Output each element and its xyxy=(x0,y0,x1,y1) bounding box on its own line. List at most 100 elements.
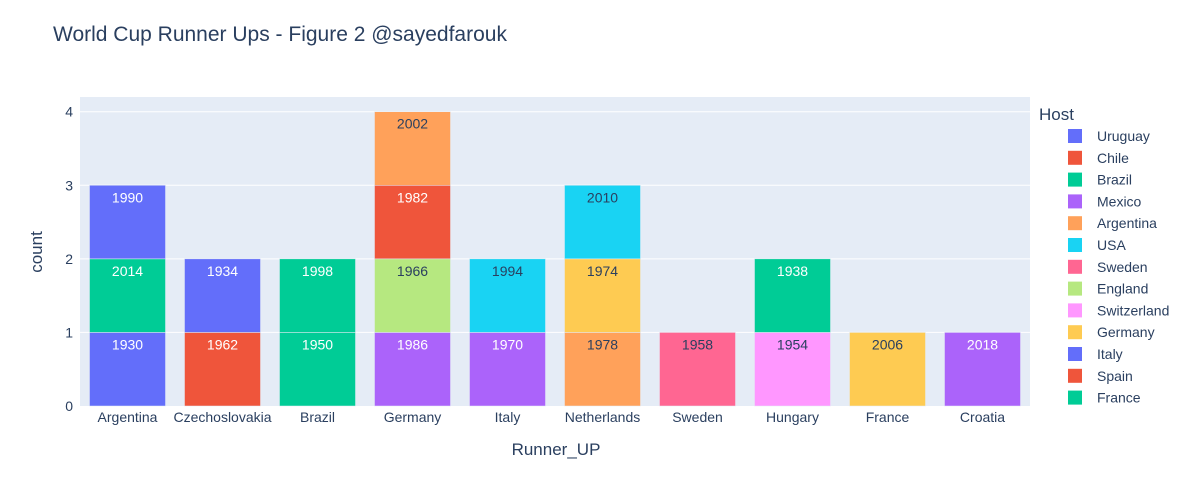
y-tick-label: 1 xyxy=(65,324,73,340)
x-tick-label: Sweden xyxy=(672,409,723,425)
bar-label: 1962 xyxy=(207,336,238,352)
bar-segment[interactable] xyxy=(564,332,641,407)
y-tick-label: 3 xyxy=(65,177,73,193)
bar-segment[interactable] xyxy=(184,332,261,407)
legend-swatch xyxy=(1068,129,1082,143)
legend-label: Italy xyxy=(1097,346,1123,362)
bar-label: 1958 xyxy=(682,336,713,352)
bar-label: 2018 xyxy=(967,336,998,352)
legend[interactable]: Host Uruguay Chile Brazil Mexico Argentina US… xyxy=(1039,105,1169,406)
legend-swatch xyxy=(1068,259,1082,274)
x-tick-label: Germany xyxy=(384,409,442,425)
legend-item[interactable]: Sweden xyxy=(1068,259,1148,275)
bar-label: 1990 xyxy=(112,189,143,205)
bar-label: 1930 xyxy=(112,336,143,352)
y-axis-title: count xyxy=(27,231,46,273)
bar-segment[interactable] xyxy=(754,332,831,407)
legend-item[interactable]: Argentina xyxy=(1068,215,1157,231)
legend-swatch xyxy=(1068,368,1082,383)
bar-label: 1974 xyxy=(587,263,618,279)
bar-label: 1966 xyxy=(397,263,428,279)
bar-label: 2014 xyxy=(112,263,143,279)
legend-item[interactable]: Switzerland xyxy=(1068,302,1169,318)
bar-segment[interactable] xyxy=(279,258,356,333)
legend-swatch xyxy=(1068,216,1082,231)
y-axis-ticks: 0 1 2 3 4 xyxy=(65,104,73,414)
legend-swatch xyxy=(1068,172,1082,187)
legend-item[interactable]: Germany xyxy=(1068,324,1155,340)
y-tick-label: 4 xyxy=(65,104,73,120)
legend-label: Spain xyxy=(1097,368,1133,384)
bar-label: 1998 xyxy=(302,263,333,279)
bar-label: 1934 xyxy=(207,263,238,279)
y-tick-label: 2 xyxy=(65,251,73,267)
bar-segment[interactable] xyxy=(564,185,641,260)
x-tick-label: Argentina xyxy=(98,409,158,425)
legend-label: Sweden xyxy=(1097,259,1148,275)
legend-swatch xyxy=(1068,303,1082,318)
bar-segment[interactable] xyxy=(374,258,451,333)
bar-segment[interactable] xyxy=(469,258,546,333)
legend-label: Argentina xyxy=(1097,215,1157,231)
legend-swatch xyxy=(1068,347,1082,361)
legend-item[interactable]: Italy xyxy=(1068,346,1123,362)
chart-title: World Cup Runner Ups - Figure 2 @sayedfa… xyxy=(53,23,507,46)
legend-swatch xyxy=(1068,325,1082,340)
legend-label: France xyxy=(1097,390,1141,406)
bar-segment[interactable] xyxy=(564,258,641,333)
bars: 1930 1962 1950 2014 1998 1986 1970 1978 1994 1958… xyxy=(89,111,1021,407)
legend-item[interactable]: Chile xyxy=(1068,150,1129,166)
bar-label: 2010 xyxy=(587,189,618,205)
bar-label: 1954 xyxy=(777,336,808,352)
legend-swatch xyxy=(1068,390,1082,405)
legend-item[interactable]: Uruguay xyxy=(1068,128,1150,144)
bar-segment[interactable] xyxy=(754,258,831,333)
bar-segment[interactable] xyxy=(944,332,1021,407)
legend-item[interactable]: USA xyxy=(1068,237,1126,253)
legend-swatch xyxy=(1068,281,1082,296)
bar-segment[interactable] xyxy=(659,332,736,407)
bar-segment[interactable] xyxy=(374,185,451,260)
bar-segment[interactable] xyxy=(184,258,261,333)
bar-segment[interactable] xyxy=(849,332,926,407)
legend-swatch xyxy=(1068,238,1082,252)
legend-item[interactable]: Brazil xyxy=(1068,172,1132,188)
legend-item[interactable]: Mexico xyxy=(1068,193,1142,209)
bar-label: 2006 xyxy=(872,336,903,352)
x-tick-label: Brazil xyxy=(300,409,335,425)
x-axis-ticks: Argentina Czechoslovakia Brazil Germany Ital… xyxy=(98,409,1006,425)
legend-label: USA xyxy=(1097,237,1126,253)
bar-segment[interactable] xyxy=(89,332,166,407)
x-tick-label: Hungary xyxy=(766,409,819,425)
legend-label: Chile xyxy=(1097,150,1129,166)
legend-item[interactable]: England xyxy=(1068,281,1148,297)
x-axis-title: Runner_UP xyxy=(512,440,601,459)
legend-label: Mexico xyxy=(1097,193,1142,209)
legend-swatch xyxy=(1068,194,1082,209)
legend-label: Germany xyxy=(1097,324,1155,340)
bar-segment[interactable] xyxy=(374,332,451,407)
bar-label: 1950 xyxy=(302,336,333,352)
bar-label: 1986 xyxy=(397,336,428,352)
legend-label: Brazil xyxy=(1097,172,1132,188)
bar-label: 1982 xyxy=(397,189,428,205)
x-tick-label: Czechoslovakia xyxy=(173,409,271,425)
y-tick-label: 0 xyxy=(65,398,73,414)
legend-label: Switzerland xyxy=(1097,302,1169,318)
legend-item[interactable]: Spain xyxy=(1068,368,1133,384)
bar-label: 1994 xyxy=(492,263,523,279)
x-tick-label: Croatia xyxy=(960,409,1005,425)
bar-segment[interactable] xyxy=(89,185,166,260)
bar-segment[interactable] xyxy=(374,111,451,186)
bar-label: 1938 xyxy=(777,263,808,279)
legend-label: Uruguay xyxy=(1097,128,1150,144)
bar-label: 1970 xyxy=(492,336,523,352)
bar-label: 2002 xyxy=(397,116,428,132)
legend-title: Host xyxy=(1039,105,1074,124)
x-tick-label: Italy xyxy=(495,409,521,425)
x-tick-label: France xyxy=(866,409,910,425)
legend-swatch xyxy=(1068,150,1082,165)
legend-label: England xyxy=(1097,281,1148,297)
legend-item[interactable]: France xyxy=(1068,390,1141,406)
